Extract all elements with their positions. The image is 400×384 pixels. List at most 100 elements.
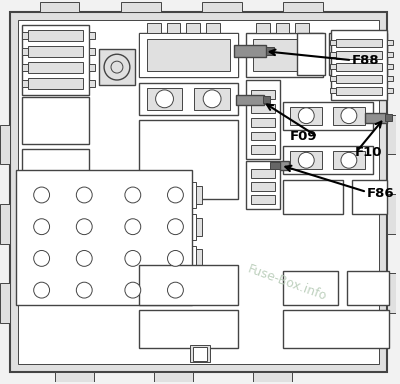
- Bar: [0, 283, 10, 323]
- Bar: [263, 96, 270, 103]
- Bar: [256, 23, 270, 33]
- Bar: [166, 23, 180, 33]
- Text: F86: F86: [367, 187, 394, 200]
- Circle shape: [125, 282, 141, 298]
- Bar: [251, 104, 274, 113]
- Bar: [276, 23, 290, 33]
- Bar: [251, 146, 274, 154]
- Bar: [22, 64, 28, 71]
- Bar: [154, 372, 193, 382]
- Bar: [330, 40, 336, 45]
- Bar: [16, 186, 22, 204]
- Bar: [105, 186, 111, 204]
- Bar: [251, 182, 274, 191]
- Bar: [121, 2, 160, 12]
- Bar: [386, 273, 396, 313]
- Bar: [196, 218, 202, 236]
- Bar: [251, 90, 274, 99]
- Bar: [336, 39, 382, 47]
- Bar: [270, 162, 280, 169]
- Bar: [16, 170, 192, 305]
- Text: F88: F88: [352, 54, 380, 67]
- Bar: [352, 180, 386, 214]
- Bar: [251, 169, 274, 178]
- Bar: [295, 23, 309, 33]
- Circle shape: [168, 250, 183, 266]
- Bar: [386, 52, 392, 57]
- Text: Fuse-Box.info: Fuse-Box.info: [246, 263, 329, 304]
- Bar: [284, 102, 373, 129]
- Bar: [347, 271, 388, 305]
- Bar: [329, 33, 386, 75]
- Bar: [139, 120, 238, 199]
- Bar: [386, 115, 396, 154]
- Bar: [22, 32, 28, 39]
- Bar: [105, 218, 111, 236]
- Bar: [333, 107, 365, 124]
- Bar: [246, 33, 323, 77]
- Bar: [284, 146, 373, 174]
- Bar: [193, 347, 207, 361]
- Bar: [22, 25, 89, 95]
- Circle shape: [341, 108, 357, 124]
- Bar: [336, 87, 382, 95]
- Bar: [330, 64, 336, 69]
- Bar: [330, 52, 336, 57]
- Bar: [113, 182, 196, 208]
- Bar: [113, 214, 196, 240]
- Bar: [384, 114, 392, 121]
- Bar: [28, 46, 83, 57]
- Circle shape: [298, 152, 314, 168]
- Bar: [331, 30, 386, 100]
- Bar: [99, 49, 135, 85]
- Bar: [22, 245, 105, 271]
- Bar: [113, 277, 196, 303]
- Circle shape: [76, 219, 92, 235]
- Bar: [107, 218, 113, 236]
- Bar: [22, 214, 105, 240]
- Bar: [290, 107, 322, 124]
- Bar: [284, 2, 323, 12]
- Bar: [297, 33, 325, 75]
- Bar: [107, 186, 113, 204]
- Bar: [0, 204, 10, 243]
- Bar: [28, 30, 83, 41]
- Bar: [28, 62, 83, 73]
- Bar: [196, 186, 202, 204]
- Bar: [206, 23, 220, 33]
- Bar: [202, 2, 242, 12]
- Bar: [365, 113, 386, 122]
- Bar: [386, 88, 392, 93]
- Bar: [139, 83, 238, 115]
- Bar: [147, 23, 160, 33]
- Bar: [22, 80, 28, 87]
- Circle shape: [34, 250, 50, 266]
- Bar: [22, 97, 89, 144]
- Bar: [234, 45, 266, 57]
- Text: F09: F09: [290, 130, 317, 143]
- Bar: [16, 250, 22, 267]
- Bar: [190, 345, 210, 362]
- Bar: [105, 250, 111, 267]
- Bar: [40, 2, 79, 12]
- Circle shape: [168, 282, 183, 298]
- Bar: [386, 64, 392, 69]
- Bar: [251, 118, 274, 127]
- Bar: [139, 310, 238, 348]
- Bar: [266, 47, 274, 55]
- Bar: [253, 372, 292, 382]
- Circle shape: [34, 282, 50, 298]
- Bar: [107, 281, 113, 299]
- Bar: [22, 182, 105, 208]
- Circle shape: [156, 90, 174, 108]
- Bar: [386, 76, 392, 81]
- Circle shape: [341, 152, 357, 168]
- Bar: [194, 88, 230, 110]
- Bar: [28, 78, 83, 89]
- Bar: [16, 281, 22, 299]
- Bar: [113, 245, 196, 271]
- Bar: [147, 88, 182, 110]
- Circle shape: [34, 187, 50, 203]
- Circle shape: [76, 250, 92, 266]
- Circle shape: [168, 219, 183, 235]
